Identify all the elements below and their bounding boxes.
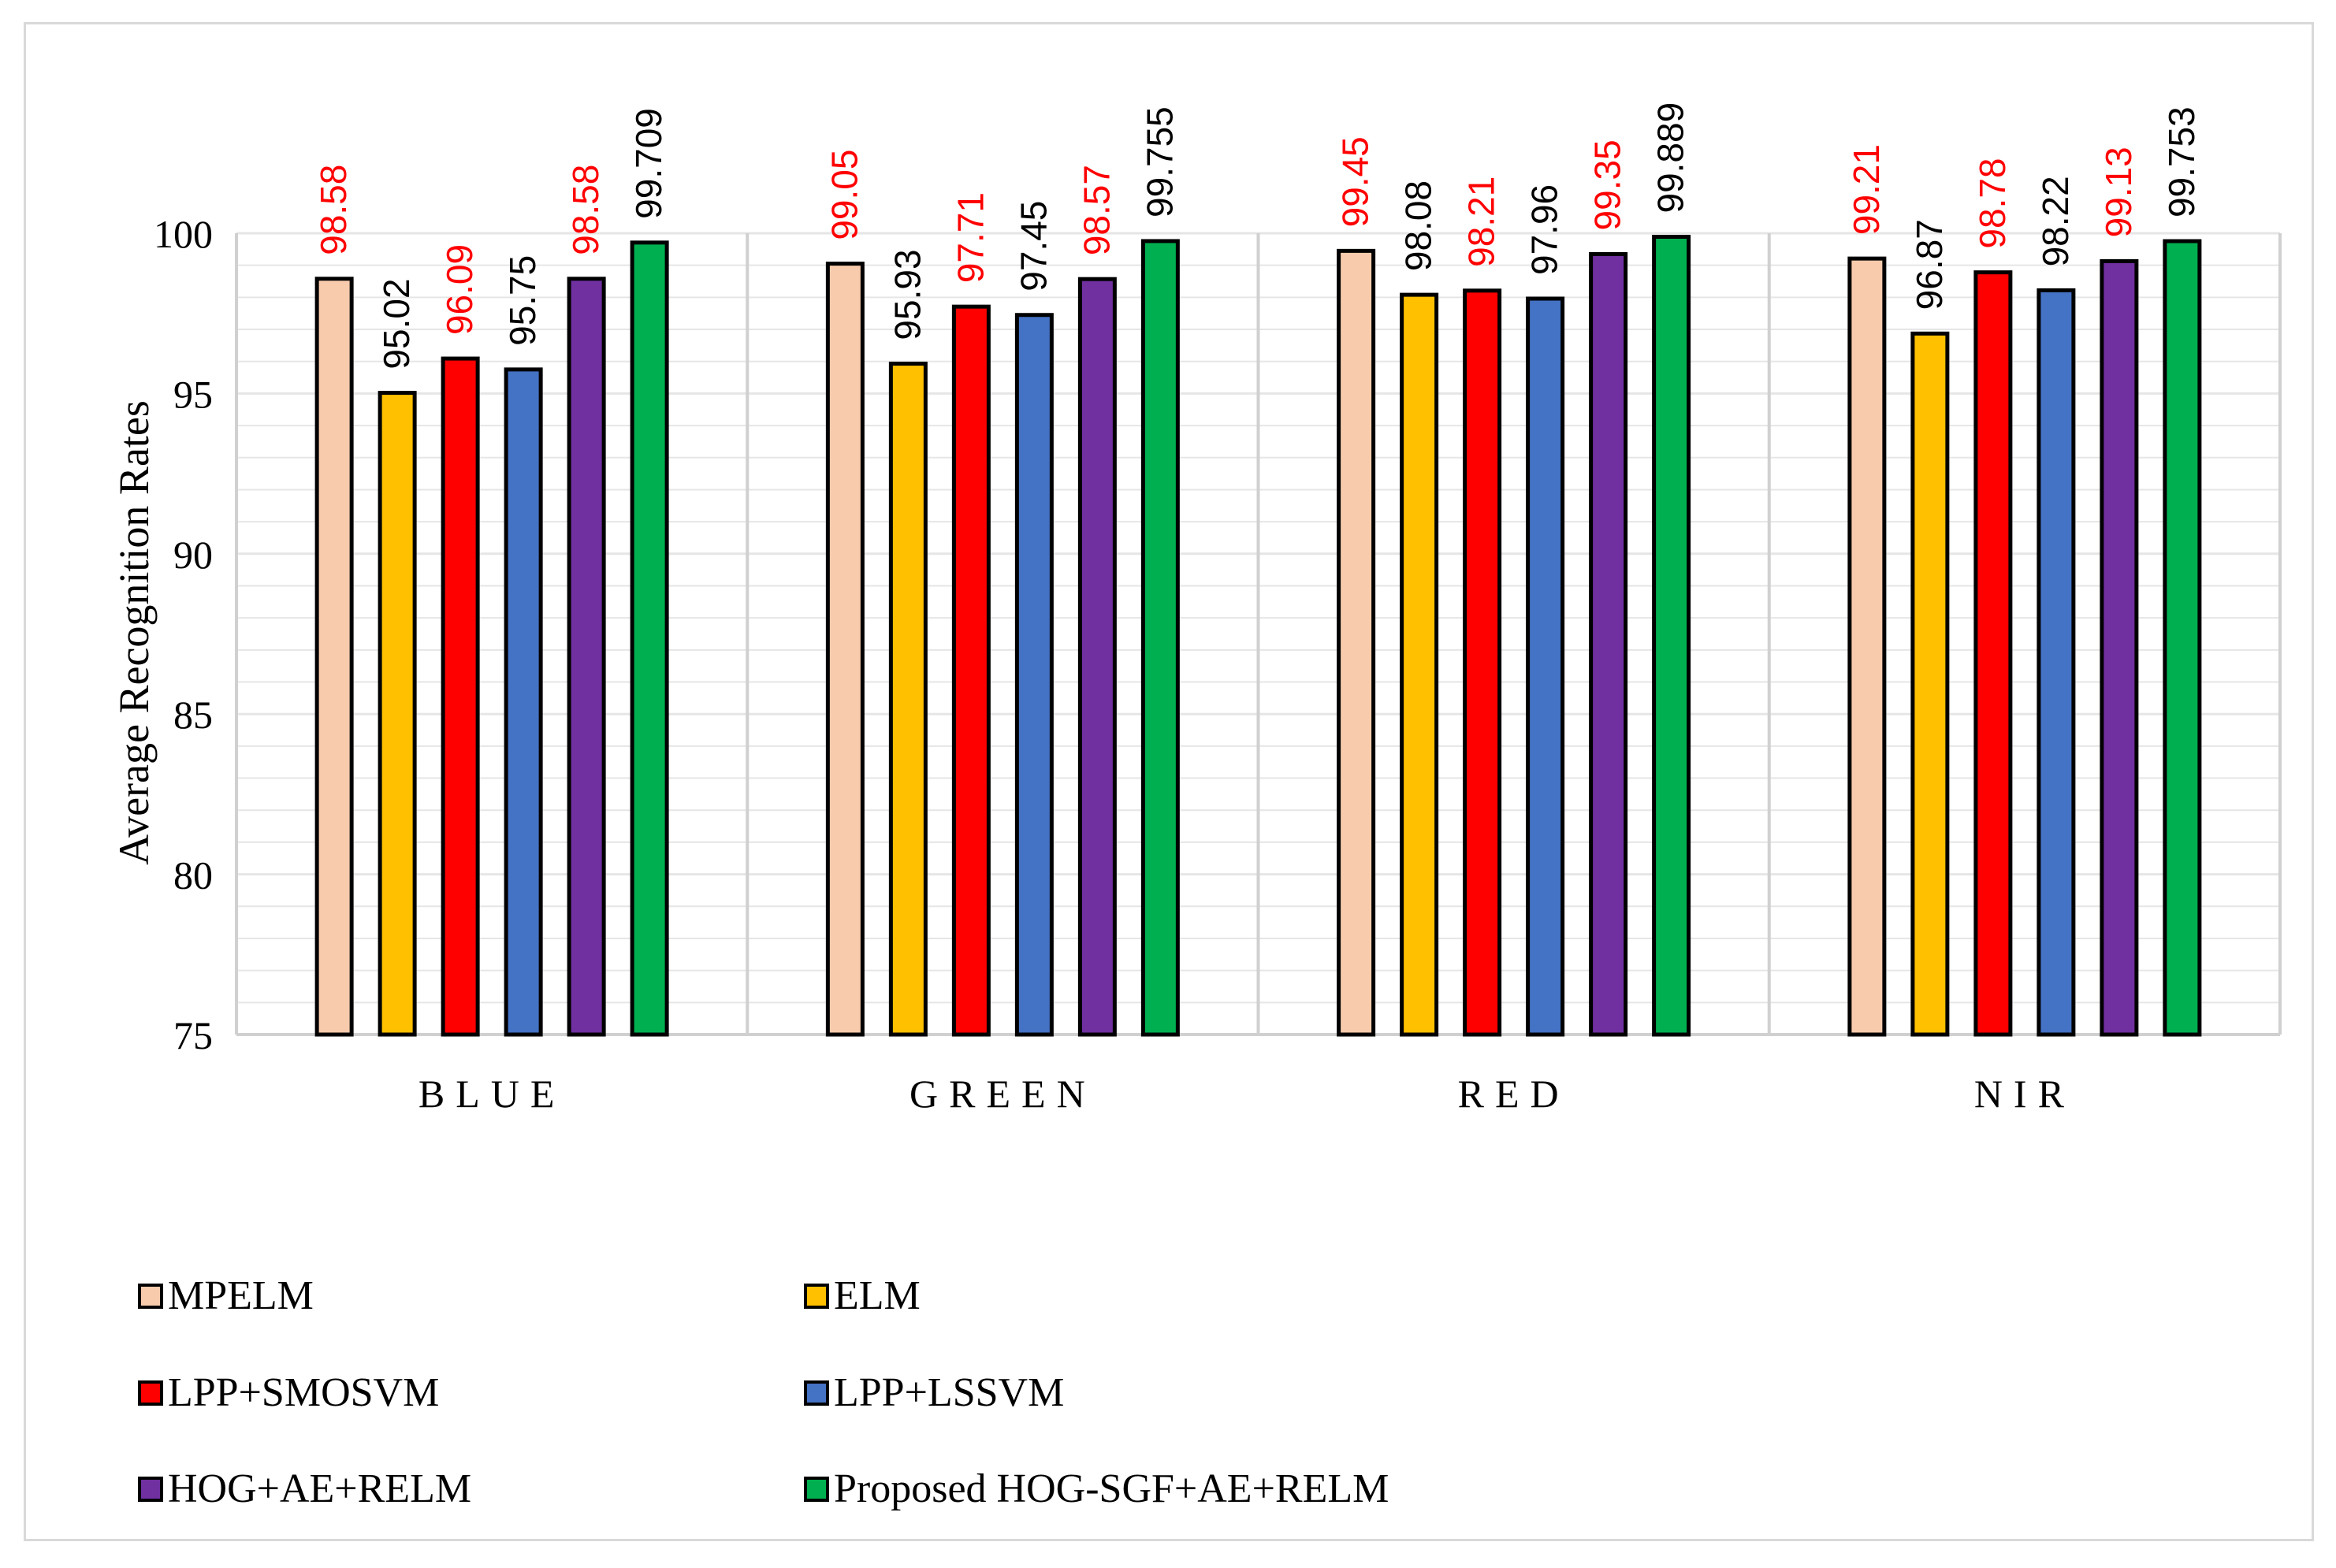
data-label: 99.21 — [1846, 144, 1887, 235]
bar — [1140, 239, 1180, 1037]
bar — [2163, 239, 2202, 1037]
y-axis-ticks: 75 80 85 90 95 100 — [154, 212, 213, 1057]
data-label: 96.09 — [439, 244, 480, 335]
bar — [1337, 248, 1376, 1037]
data-label: 97.45 — [1013, 201, 1054, 292]
data-label: 99.755 — [1139, 106, 1180, 217]
bar — [314, 277, 354, 1037]
bar — [2100, 258, 2139, 1037]
data-label: 99.05 — [824, 150, 865, 240]
data-label: 99.889 — [1650, 102, 1691, 214]
bar — [1400, 292, 1439, 1037]
data-label: 98.21 — [1461, 176, 1502, 267]
bars — [314, 235, 2202, 1037]
y-tick-label: 90 — [173, 533, 213, 577]
data-label: 99.13 — [2098, 147, 2139, 237]
y-axis-title: Average Recognition Rates — [110, 400, 158, 865]
bar — [378, 391, 417, 1037]
x-axis-categories: BLUE GREEN RED NIR — [418, 1072, 2075, 1116]
bar — [630, 240, 669, 1037]
data-label: 97.96 — [1524, 184, 1565, 275]
data-label: 98.57 — [1076, 165, 1117, 255]
bar — [1014, 313, 1054, 1037]
y-tick-label: 80 — [173, 853, 213, 897]
bar — [888, 362, 928, 1037]
data-label: 97.71 — [950, 192, 991, 283]
bar — [567, 277, 606, 1037]
data-label: 95.75 — [502, 255, 543, 346]
category-label: RED — [1458, 1072, 1570, 1116]
bar — [1973, 270, 2013, 1037]
category-label: BLUE — [418, 1072, 566, 1116]
bar — [825, 262, 865, 1037]
gridlines — [235, 232, 2282, 1036]
data-label: 96.87 — [1909, 219, 1950, 310]
bar — [2037, 288, 2076, 1037]
data-label: 98.22 — [2035, 176, 2076, 266]
data-label: 98.58 — [313, 165, 354, 255]
bar — [1463, 288, 1502, 1037]
data-label: 99.35 — [1587, 139, 1628, 230]
data-label: 98.08 — [1398, 180, 1439, 271]
data-label: 95.93 — [887, 249, 928, 340]
category-label: NIR — [1974, 1072, 2075, 1116]
category-label: GREEN — [909, 1072, 1096, 1116]
data-label: 99.709 — [628, 108, 669, 219]
data-label: 95.02 — [376, 278, 417, 369]
bar — [1077, 277, 1117, 1037]
y-tick-label: 85 — [173, 693, 213, 737]
y-tick-label: 100 — [154, 212, 213, 256]
bar — [951, 304, 991, 1037]
bar — [1589, 251, 1628, 1037]
bar — [504, 367, 543, 1037]
bar — [1847, 256, 1887, 1037]
bar — [1652, 235, 1691, 1037]
data-label: 99.45 — [1335, 136, 1376, 227]
data-label: 99.753 — [2161, 106, 2202, 217]
bar — [441, 356, 480, 1037]
data-labels: 98.58 95.02 96.09 95.75 98.58 99.709 99.05 95.9… — [313, 102, 2202, 370]
bar — [1910, 331, 1950, 1037]
y-tick-label: 95 — [173, 372, 213, 416]
bar — [1526, 296, 1565, 1037]
data-label: 98.58 — [565, 165, 606, 255]
data-label: 98.78 — [1972, 158, 2013, 249]
y-tick-label: 75 — [173, 1013, 213, 1057]
